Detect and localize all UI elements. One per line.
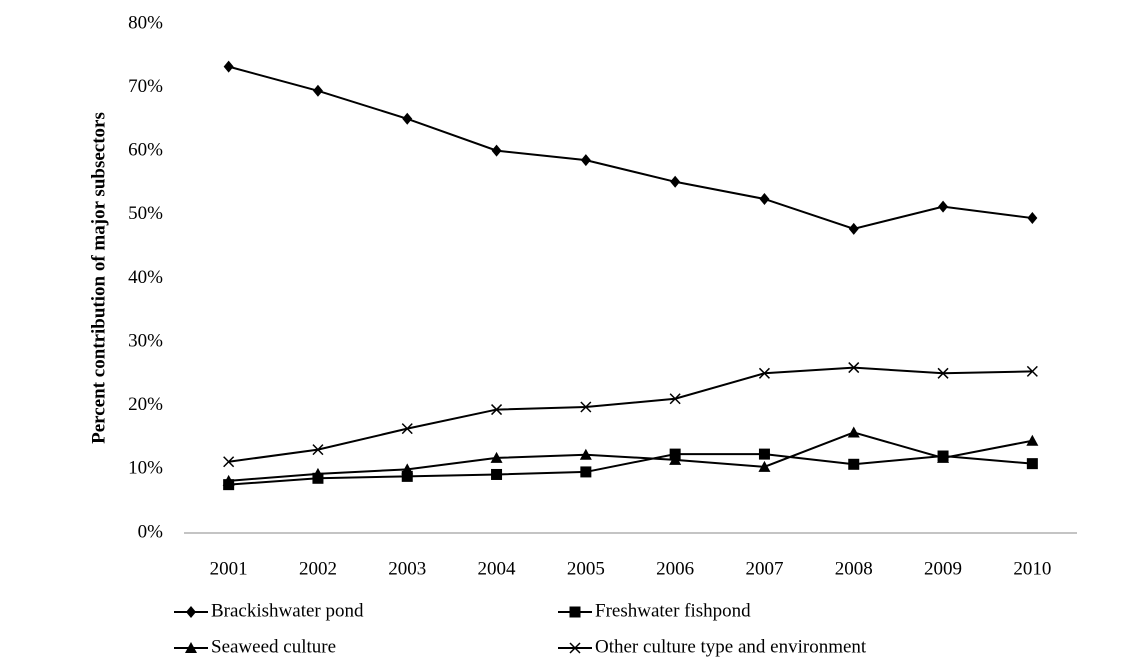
x-tick-label: 2004 — [478, 558, 517, 579]
data-point — [1026, 458, 1038, 470]
data-point — [758, 448, 770, 460]
legend-marker — [185, 642, 197, 653]
data-point — [490, 451, 503, 463]
y-tick-label: 10% — [128, 458, 163, 479]
data-point — [758, 367, 770, 379]
data-point — [938, 200, 949, 213]
data-point — [401, 470, 413, 482]
data-point — [491, 468, 503, 480]
data-point — [669, 393, 681, 405]
legend-marker — [569, 642, 581, 654]
y-tick-label: 0% — [138, 521, 164, 542]
data-point — [580, 401, 592, 413]
data-point — [312, 84, 323, 97]
data-point — [579, 448, 592, 460]
y-tick-label: 20% — [128, 394, 163, 415]
legend-marker — [569, 606, 581, 618]
y-axis-label: Percent contribution of major subsectors — [88, 112, 109, 444]
data-point — [222, 474, 235, 486]
y-tick-label: 40% — [128, 267, 163, 288]
data-point — [1027, 212, 1038, 225]
series-line — [228, 366, 1033, 463]
data-point — [311, 467, 324, 479]
x-tick-label: 2001 — [210, 558, 248, 579]
data-point — [848, 362, 860, 374]
data-point — [670, 175, 681, 188]
x-tick-label: 2002 — [299, 558, 337, 579]
data-point — [937, 367, 949, 379]
y-tick-label: 60% — [128, 140, 163, 161]
data-point — [669, 453, 682, 465]
data-point — [312, 444, 324, 456]
x-tick-label: 2005 — [567, 558, 605, 579]
data-point — [401, 463, 414, 475]
data-point — [848, 458, 860, 470]
data-point — [223, 456, 235, 468]
data-point — [580, 154, 591, 167]
legend-label: Seaweed culture — [211, 636, 336, 657]
x-tick-label: 2009 — [924, 558, 962, 579]
legend-label: Freshwater fishpond — [595, 600, 751, 621]
y-tick-label: 80% — [128, 12, 163, 33]
y-tick-label: 70% — [128, 76, 163, 97]
data-point — [759, 192, 770, 205]
legend-label: Brackishwater pond — [211, 600, 364, 621]
data-point — [401, 423, 413, 435]
data-point — [758, 460, 771, 472]
data-point — [848, 222, 859, 235]
series-line — [228, 431, 1033, 482]
data-point — [1026, 365, 1038, 377]
y-tick-label: 50% — [128, 203, 163, 224]
x-tick-label: 2007 — [745, 558, 783, 579]
legend-marker — [186, 606, 196, 618]
series-line — [228, 453, 1033, 486]
data-point — [847, 426, 860, 438]
series-line — [228, 65, 1033, 230]
x-tick-label: 2008 — [835, 558, 873, 579]
y-tick-label: 30% — [128, 330, 163, 351]
data-point — [580, 466, 592, 478]
x-tick-label: 2006 — [656, 558, 694, 579]
data-point — [491, 404, 503, 416]
data-point — [402, 112, 413, 125]
data-point — [491, 144, 502, 157]
data-point — [223, 60, 234, 73]
data-point — [937, 451, 950, 463]
legend-label: Other culture type and environment — [595, 636, 867, 657]
x-tick-label: 2003 — [388, 558, 426, 579]
x-tick-label: 2010 — [1013, 558, 1051, 579]
data-point — [1026, 434, 1039, 446]
